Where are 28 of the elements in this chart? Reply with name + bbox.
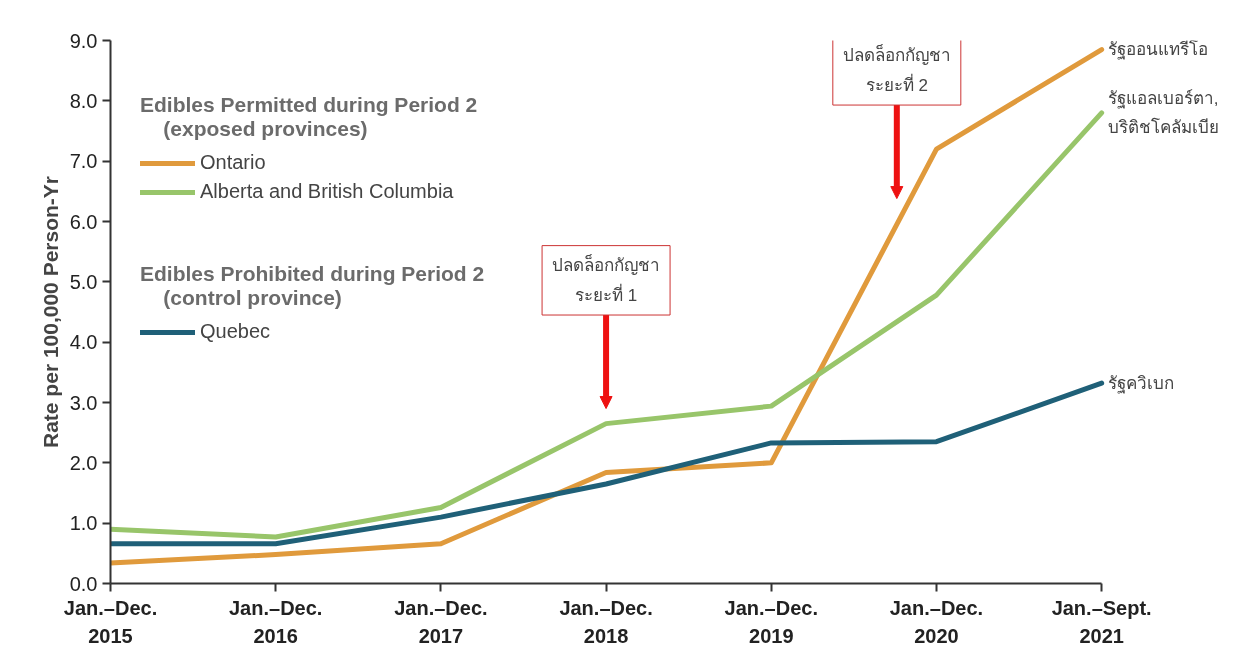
y-tick-label: 5.0 bbox=[69, 270, 98, 293]
annotation: รัฐออนแทรีโอ bbox=[1107, 39, 1208, 61]
x-tick-label: Jan.–Sept. 2021 bbox=[1051, 596, 1152, 648]
y-axis-title: Rate per 100,000 Person-Yr bbox=[38, 176, 62, 448]
annotation: ปลดล็อกกัญชา ระยะที่ 1 bbox=[552, 253, 661, 306]
annotation: รัฐควิเบก bbox=[1107, 373, 1174, 394]
x-tick-label: Jan.–Dec. 2017 bbox=[394, 596, 488, 648]
legend-label: Quebec bbox=[200, 320, 271, 343]
annotation: Edibles Permitted during Period 2 (exposed provinces) bbox=[140, 93, 478, 141]
y-tick-label: 9.0 bbox=[69, 29, 98, 52]
y-tick-label: 6.0 bbox=[69, 210, 98, 233]
legend-label: Ontario bbox=[200, 151, 266, 174]
y-tick-label: 1.0 bbox=[69, 512, 98, 535]
x-tick-label: Jan.–Dec. 2020 bbox=[889, 596, 984, 648]
legend-label: Alberta and British Columbia bbox=[200, 180, 454, 203]
annotation: Edibles Prohibited during Period 2 (control province) bbox=[140, 262, 485, 310]
x-tick-label: Jan.–Dec. 2016 bbox=[229, 596, 323, 648]
x-tick-label: Jan.–Dec. 2015 bbox=[63, 596, 158, 648]
y-tick-label: 8.0 bbox=[69, 89, 98, 112]
y-tick-label: 2.0 bbox=[69, 451, 98, 474]
x-tick-label: Jan.–Dec. 2018 bbox=[559, 596, 653, 648]
annotation: รัฐแอลเบอร์ตา, บริติชโคลัมเบีย bbox=[1107, 89, 1219, 137]
x-tick-label: Jan.–Dec. 2019 bbox=[724, 596, 818, 648]
y-tick-label: 4.0 bbox=[69, 331, 98, 354]
annotation: ปลดล็อกกัญชา ระยะที่ 2 bbox=[842, 43, 951, 96]
y-tick-label: 7.0 bbox=[69, 150, 98, 173]
y-tick-label: 0.0 bbox=[69, 572, 98, 595]
y-tick-label: 3.0 bbox=[69, 391, 98, 414]
